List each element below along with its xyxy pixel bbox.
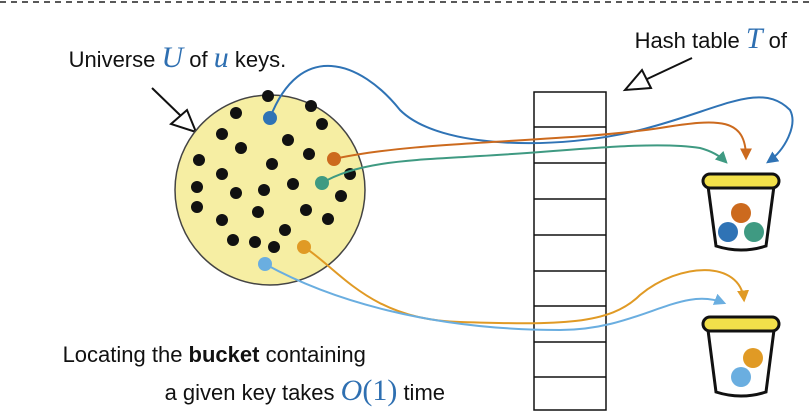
key-dot xyxy=(258,184,270,196)
caption-line-1: Locating the bucket containing xyxy=(32,342,384,367)
key-dot xyxy=(252,206,264,218)
key-dot xyxy=(216,168,228,180)
key-dot xyxy=(235,142,247,154)
key-dot xyxy=(305,100,317,112)
key-orange xyxy=(327,152,341,166)
key-lightblue xyxy=(258,257,272,271)
bucket-bottom-lightblue-key xyxy=(731,367,751,387)
key-dot xyxy=(230,107,242,119)
curve-teal xyxy=(321,144,728,184)
bucket-top-teal-key xyxy=(744,222,764,242)
key-dot xyxy=(249,236,261,248)
curve-gold xyxy=(303,246,749,325)
hash-mapping-curves xyxy=(264,64,794,332)
key-teal xyxy=(315,176,329,190)
key-dot xyxy=(230,187,242,199)
key-gold xyxy=(297,240,311,254)
mapped-keys xyxy=(258,111,341,271)
key-dot xyxy=(316,118,328,130)
key-dot xyxy=(282,134,294,146)
key-dot xyxy=(216,214,228,226)
curve-blue xyxy=(269,64,794,164)
key-dot xyxy=(216,128,228,140)
key-dot xyxy=(262,90,274,102)
key-dot xyxy=(266,158,278,170)
bucket-top-orange-key xyxy=(731,203,751,223)
curve-orange xyxy=(333,121,752,161)
caption-line-2: a given key takes O(1) time xyxy=(134,374,463,407)
key-dot xyxy=(279,224,291,236)
key-dot xyxy=(287,178,299,190)
bucket-top-blue-key xyxy=(718,222,738,242)
key-dot xyxy=(191,201,203,213)
bucket-bottom xyxy=(701,315,781,398)
universe-pointer-arrow xyxy=(151,87,198,134)
key-dot xyxy=(335,190,347,202)
key-dot xyxy=(322,213,334,225)
curve-lightblue xyxy=(264,263,727,332)
universe-label: Universe U of u keys. xyxy=(38,41,305,74)
key-dot xyxy=(303,148,315,160)
key-dot xyxy=(227,234,239,246)
hash-table-pointer-arrow xyxy=(622,57,693,92)
bucket-top xyxy=(701,172,781,252)
hash-table xyxy=(533,91,607,411)
key-blue xyxy=(263,111,277,125)
bucket-bottom-gold-key xyxy=(743,348,763,368)
key-dot xyxy=(191,181,203,193)
key-dot xyxy=(300,204,312,216)
key-dot xyxy=(268,241,280,253)
hash-table-label: Hash table T of xyxy=(604,22,805,55)
key-dot xyxy=(193,154,205,166)
